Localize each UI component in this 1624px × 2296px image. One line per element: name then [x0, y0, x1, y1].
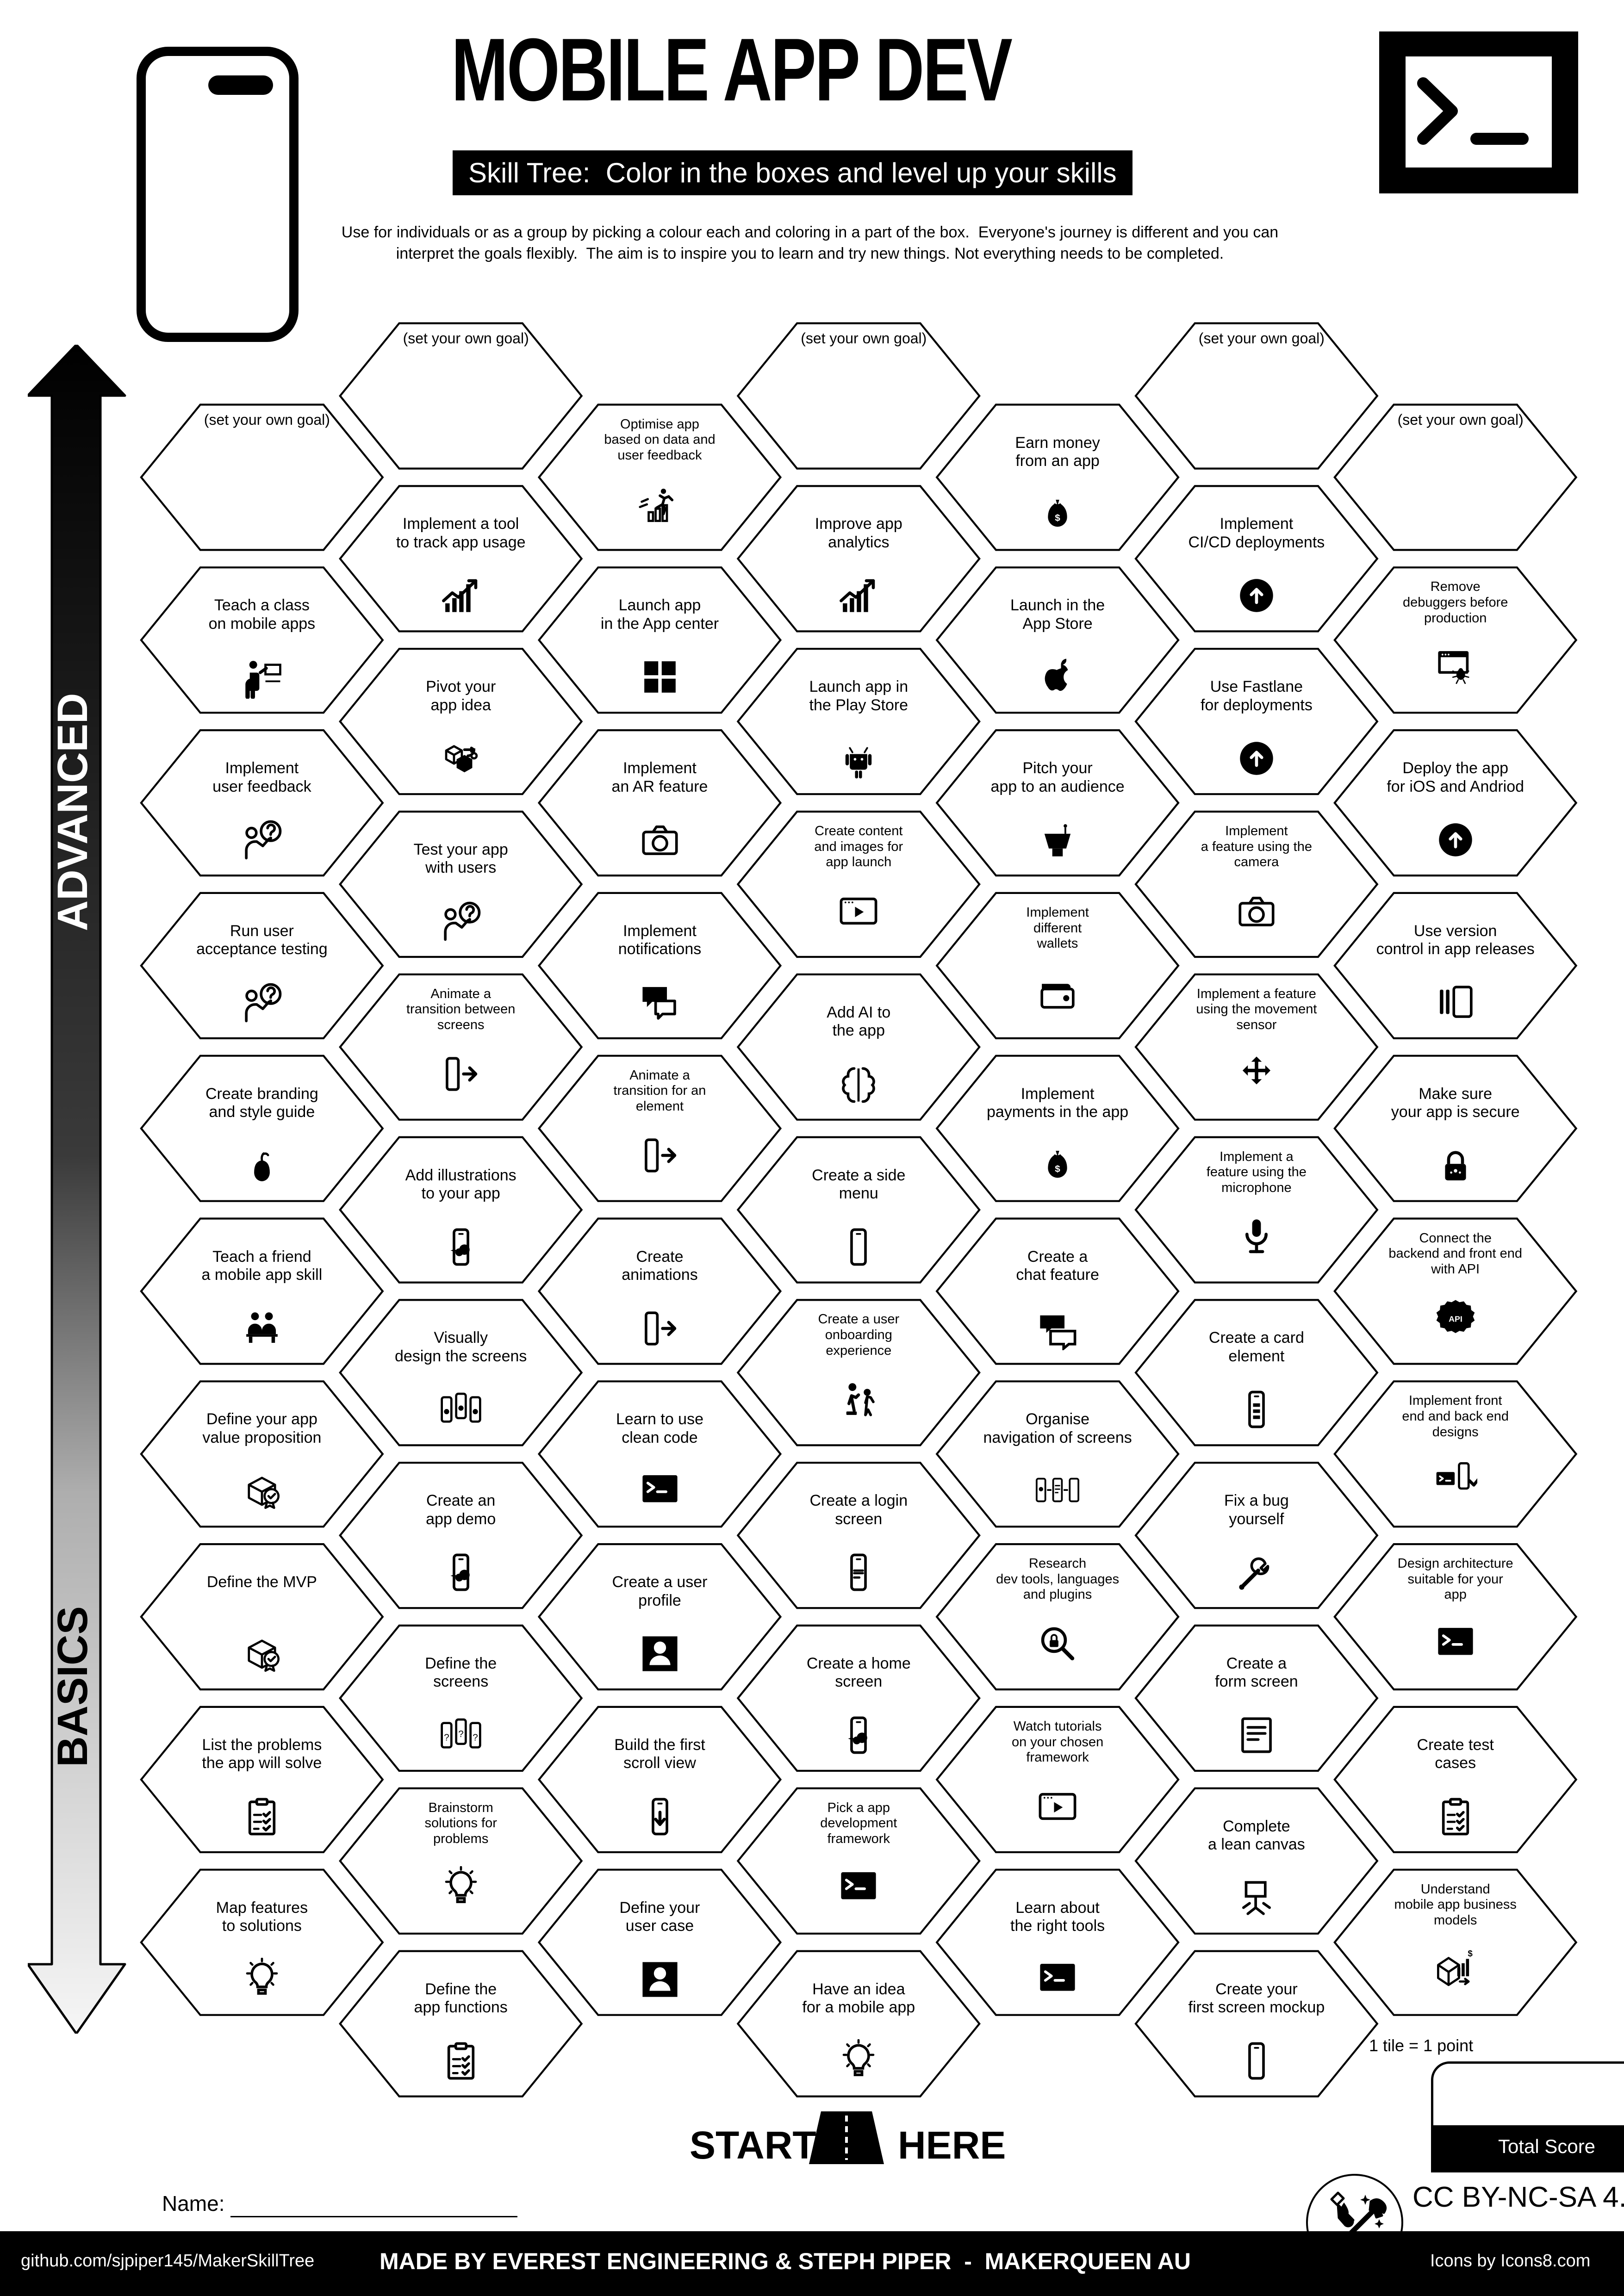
svg-text:?: ?	[473, 1732, 478, 1743]
svg-text:?: ?	[444, 1732, 449, 1743]
svg-text:$: $	[1055, 1164, 1060, 1174]
svg-text:$: $	[1055, 513, 1060, 523]
svg-text:HERE: HERE	[898, 2123, 1006, 2167]
svg-text:START: START	[690, 2123, 816, 2167]
svg-text:API: API	[1449, 1314, 1462, 1323]
svg-text:?: ?	[458, 1729, 464, 1739]
svg-text:$: $	[1468, 1948, 1473, 1958]
